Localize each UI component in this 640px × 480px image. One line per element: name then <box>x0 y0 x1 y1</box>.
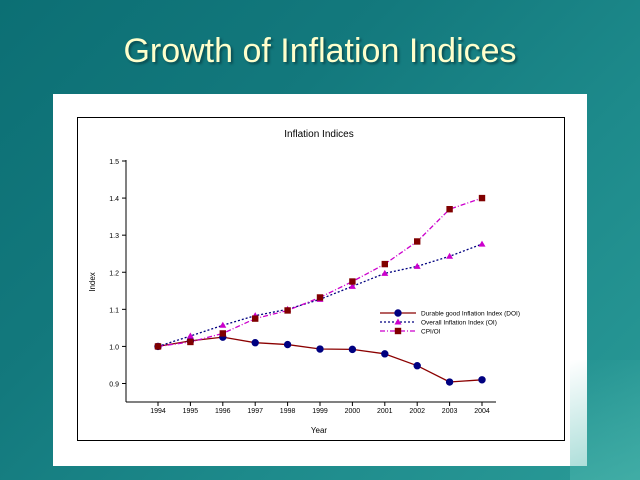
data-point <box>381 350 389 358</box>
data-point <box>186 332 194 339</box>
series-2 <box>154 194 486 350</box>
x-tick-label: 1998 <box>280 408 296 415</box>
data-point <box>413 262 421 269</box>
y-tick-label: 1.2 <box>109 270 119 277</box>
data-point <box>478 376 486 384</box>
legend-label: CPI/OI <box>421 329 441 336</box>
data-point <box>381 260 388 268</box>
data-point <box>478 240 486 247</box>
chart-title: Inflation Indices <box>284 129 354 140</box>
legend-label: Overall Inflation Index (OI) <box>421 320 497 327</box>
data-point <box>251 339 259 347</box>
legend-marker <box>394 309 402 317</box>
slide-title: Growth of Inflation Indices <box>123 32 517 70</box>
data-point <box>446 206 453 213</box>
x-tick-label: 1997 <box>247 408 263 415</box>
x-tick-label: 2000 <box>345 408 361 415</box>
x-axis-label: Year <box>311 426 328 435</box>
data-point <box>252 315 259 322</box>
data-point <box>413 362 421 370</box>
x-tick-label: 1995 <box>183 408 199 415</box>
chart-frame <box>77 117 565 441</box>
data-point <box>219 330 226 337</box>
series-line <box>157 336 483 383</box>
data-point <box>348 345 357 354</box>
x-tick-label: 2004 <box>474 408 490 415</box>
x-tick-label: 2002 <box>409 408 425 415</box>
y-tick-label: 1.4 <box>109 196 119 203</box>
y-tick-label: 1.5 <box>109 159 119 166</box>
x-tick-label: 2001 <box>377 408 393 415</box>
y-tick-label: 1.1 <box>109 307 119 314</box>
data-point <box>348 282 356 289</box>
legend-marker <box>394 327 402 335</box>
y-axis-label: Index <box>88 272 97 292</box>
data-point <box>349 278 356 285</box>
y-tick-label: 1.0 <box>109 344 119 351</box>
x-tick-label: 1994 <box>150 408 166 415</box>
data-point <box>445 378 454 386</box>
x-tick-label: 1999 <box>312 408 328 415</box>
data-point <box>446 252 454 259</box>
x-tick-label: 2003 <box>442 408 458 415</box>
data-point <box>284 307 291 314</box>
data-point <box>187 338 194 346</box>
legend-marker <box>394 318 402 325</box>
data-point <box>478 194 486 202</box>
series-0 <box>154 333 486 386</box>
data-point <box>219 321 227 328</box>
decorative-corner <box>570 360 640 480</box>
legend-label: Durable good Inflation Index (DOI) <box>421 311 520 318</box>
data-point <box>414 238 421 245</box>
data-point <box>316 345 324 353</box>
y-tick-label: 0.9 <box>109 382 119 389</box>
data-point <box>154 343 162 350</box>
x-tick-label: 1996 <box>215 408 231 415</box>
data-point <box>381 269 389 276</box>
data-point <box>316 294 324 301</box>
y-tick-label: 1.3 <box>109 233 119 240</box>
data-point <box>283 340 292 349</box>
